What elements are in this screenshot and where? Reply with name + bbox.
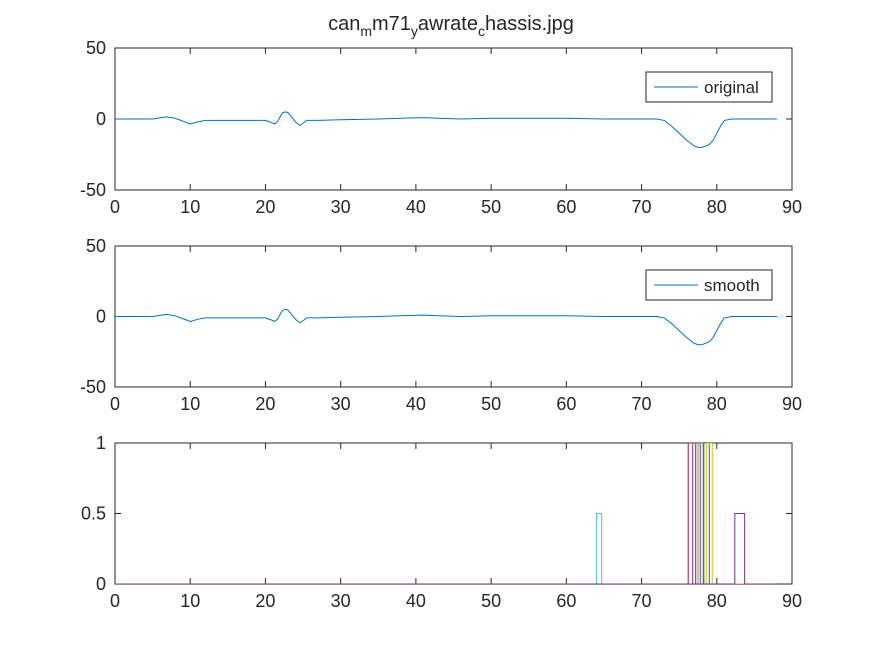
title-part: y: [411, 23, 418, 39]
x-tick-label: 50: [481, 394, 501, 414]
y-tick-label: 0: [96, 109, 106, 129]
title-part: hassis.jpg: [485, 13, 574, 35]
y-tick-label: 0: [96, 574, 106, 594]
axes-3: 0 10 20 30 40 50 60 70 80 90 0 0.5 1: [81, 433, 802, 611]
x-tick-label: 20: [255, 197, 275, 217]
x-tick-label: 90: [782, 197, 802, 217]
x-tick-label: 50: [481, 197, 501, 217]
title-part: c: [478, 23, 485, 39]
x-tick-label: 30: [331, 197, 351, 217]
plot-area: [114, 442, 793, 585]
y-tick-label: 1: [96, 433, 106, 453]
x-tick-label: 0: [110, 394, 120, 414]
x-tick-label: 20: [255, 394, 275, 414]
legend-label: original: [704, 78, 759, 97]
y-tick-label: -50: [80, 377, 106, 397]
x-tick-label: 80: [707, 394, 727, 414]
title-part: m71: [372, 13, 411, 35]
legend-label: smooth: [704, 276, 760, 295]
title-part: m: [360, 23, 372, 39]
x-tick-label: 60: [556, 591, 576, 611]
x-tick-label: 60: [556, 197, 576, 217]
series-line-1: [115, 308, 777, 346]
x-tick-label: 60: [556, 394, 576, 414]
x-tick-label: 80: [707, 197, 727, 217]
x-tick-label: 10: [180, 197, 200, 217]
figure-title: canmm71yawratechassis.jpg: [328, 13, 574, 39]
x-tick-label: 70: [632, 197, 652, 217]
series-line-1: [115, 513, 777, 584]
y-tick-label: 0: [96, 307, 106, 327]
y-tick-label: -50: [80, 180, 106, 200]
legend: original: [645, 71, 773, 103]
x-tick-label: 10: [180, 591, 200, 611]
x-tick-label: 70: [632, 591, 652, 611]
x-tick-label: 10: [180, 394, 200, 414]
x-tick-label: 30: [331, 591, 351, 611]
title-part: awrate: [418, 13, 478, 35]
x-tick-label: 70: [632, 394, 652, 414]
x-tick-label: 40: [406, 394, 426, 414]
x-tick-label: 20: [255, 591, 275, 611]
series-line-7: [115, 513, 777, 584]
legend-box: [645, 71, 773, 103]
series-line-1: [115, 111, 777, 148]
x-tick-label: 40: [406, 591, 426, 611]
x-tick-label: 40: [406, 197, 426, 217]
legend: smooth: [645, 269, 773, 301]
x-tick-label: 30: [331, 394, 351, 414]
x-tick-label: 90: [782, 394, 802, 414]
y-tick-label: 0.5: [81, 504, 106, 524]
x-tick-label: 0: [110, 197, 120, 217]
x-tick-label: 90: [782, 591, 802, 611]
title-part: can: [328, 13, 360, 35]
x-tick-label: 80: [707, 591, 727, 611]
y-tick-label: 50: [86, 38, 106, 58]
x-tick-label: 0: [110, 591, 120, 611]
y-tick-label: 50: [86, 236, 106, 256]
x-tick-label: 50: [481, 591, 501, 611]
